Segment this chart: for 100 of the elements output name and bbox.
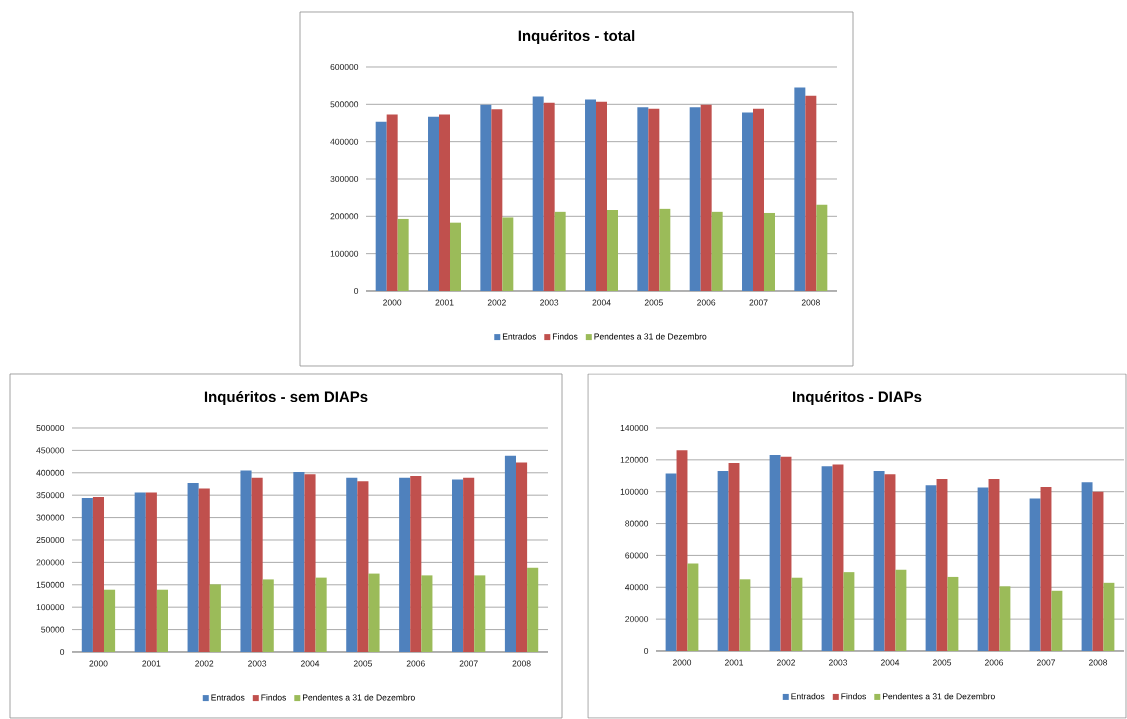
bar bbox=[251, 477, 263, 652]
bar bbox=[1081, 482, 1093, 651]
y-tick-label: 400000 bbox=[36, 469, 65, 476]
x-tick-label: 2004 bbox=[592, 299, 611, 306]
bar bbox=[410, 475, 422, 652]
bar bbox=[491, 109, 503, 291]
y-tick-label: 250000 bbox=[36, 536, 65, 543]
x-tick-label: 2006 bbox=[984, 659, 1004, 666]
y-tick-label: 100000 bbox=[620, 488, 649, 495]
y-tick-label: 0 bbox=[354, 287, 359, 294]
bar bbox=[357, 481, 369, 652]
y-tick-label: 100000 bbox=[330, 250, 359, 257]
bar bbox=[474, 575, 486, 652]
bar bbox=[895, 569, 907, 651]
x-tick-label: 2000 bbox=[89, 660, 108, 667]
bar bbox=[346, 477, 358, 652]
x-tick-label: 2001 bbox=[724, 659, 744, 666]
y-tick-label: 50000 bbox=[41, 626, 65, 633]
bar bbox=[739, 579, 751, 651]
bar bbox=[375, 121, 387, 291]
x-tick-label: 2002 bbox=[487, 299, 506, 306]
bar bbox=[1029, 498, 1041, 651]
bar bbox=[156, 589, 168, 652]
bar bbox=[936, 478, 948, 651]
bar bbox=[315, 577, 327, 652]
bar bbox=[821, 466, 833, 651]
bar bbox=[81, 497, 93, 652]
bar bbox=[421, 575, 433, 652]
x-tick-label: 2001 bbox=[142, 660, 161, 667]
chart-title: Inquéritos - sem DIAPs bbox=[204, 390, 368, 406]
bar bbox=[262, 579, 274, 652]
bar bbox=[145, 492, 157, 652]
bar bbox=[742, 112, 754, 291]
bar bbox=[687, 563, 699, 651]
bar bbox=[543, 102, 555, 291]
bar bbox=[1040, 486, 1052, 651]
x-tick-label: 2005 bbox=[932, 659, 952, 666]
y-tick-label: 120000 bbox=[620, 456, 649, 463]
y-tick-label: 400000 bbox=[330, 138, 359, 145]
chart-title: Inquéritos - DIAPs bbox=[793, 390, 922, 406]
bar bbox=[304, 474, 316, 652]
legend-label: Pendentes a 31 de Dezembro bbox=[882, 693, 995, 700]
bar bbox=[753, 108, 764, 291]
x-tick-label: 2004 bbox=[880, 659, 900, 666]
bar bbox=[832, 464, 844, 651]
bar bbox=[399, 477, 411, 652]
bar bbox=[480, 104, 492, 291]
bar bbox=[187, 483, 199, 652]
legend-label: Pendentes a 31 de Dezembro bbox=[594, 333, 707, 340]
x-tick-label: 2003 bbox=[248, 660, 267, 667]
bar bbox=[1051, 590, 1063, 651]
bar bbox=[988, 478, 1000, 651]
y-tick-label: 60000 bbox=[625, 552, 649, 559]
bar bbox=[134, 492, 146, 652]
bar bbox=[607, 209, 618, 291]
bar bbox=[689, 107, 701, 291]
bar bbox=[769, 455, 781, 651]
y-tick-label: 450000 bbox=[36, 447, 65, 454]
y-tick-label: 0 bbox=[644, 647, 649, 654]
bar bbox=[717, 470, 729, 651]
bar bbox=[1092, 491, 1104, 651]
x-tick-label: 2007 bbox=[1036, 659, 1056, 666]
x-tick-label: 2005 bbox=[644, 299, 663, 306]
bar bbox=[439, 114, 450, 291]
bar bbox=[805, 95, 817, 291]
x-tick-label: 2002 bbox=[195, 660, 214, 667]
bar bbox=[585, 99, 597, 291]
y-tick-label: 150000 bbox=[36, 581, 65, 588]
bar bbox=[428, 116, 440, 291]
bar bbox=[659, 208, 671, 291]
bar bbox=[1103, 582, 1115, 651]
x-tick-label: 2006 bbox=[697, 299, 716, 306]
y-tick-label: 500000 bbox=[330, 101, 359, 108]
x-tick-label: 2000 bbox=[672, 659, 692, 666]
legend-label: Entrados bbox=[791, 693, 825, 700]
x-tick-label: 2004 bbox=[300, 660, 320, 667]
x-tick-label: 2008 bbox=[801, 299, 820, 306]
y-tick-label: 140000 bbox=[620, 424, 649, 431]
bar bbox=[977, 487, 989, 651]
bar bbox=[596, 101, 607, 291]
bar bbox=[397, 218, 409, 291]
chart-title: Inquéritos - total bbox=[518, 29, 635, 45]
legend-label: Findos bbox=[841, 693, 866, 700]
y-tick-label: 300000 bbox=[330, 175, 359, 182]
bar bbox=[637, 107, 649, 291]
y-tick-label: 600000 bbox=[330, 63, 359, 70]
x-tick-label: 2001 bbox=[435, 299, 454, 306]
x-tick-label: 2000 bbox=[383, 299, 402, 306]
x-tick-label: 2006 bbox=[406, 660, 425, 667]
bar bbox=[368, 573, 380, 652]
x-tick-label: 2008 bbox=[1088, 659, 1108, 666]
bar bbox=[999, 586, 1011, 651]
bar bbox=[873, 470, 885, 651]
bar bbox=[450, 222, 461, 291]
y-tick-label: 200000 bbox=[330, 213, 359, 220]
bar bbox=[700, 104, 712, 291]
y-tick-label: 200000 bbox=[36, 559, 65, 566]
legend-label: Pendentes a 31 de Dezembro bbox=[302, 694, 415, 701]
bar bbox=[532, 96, 544, 291]
x-tick-label: 2008 bbox=[512, 660, 531, 667]
